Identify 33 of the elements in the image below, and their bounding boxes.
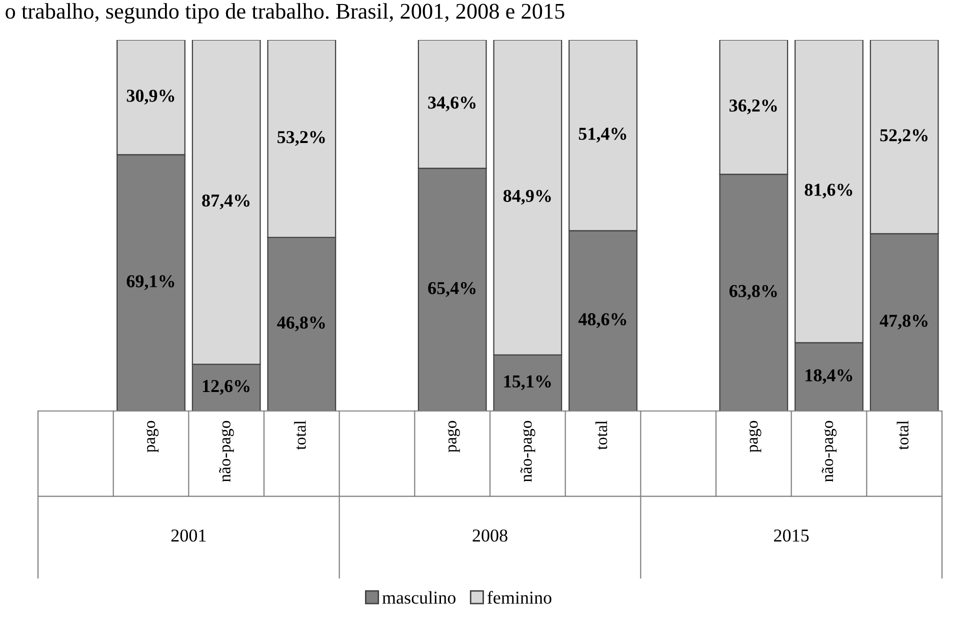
data-label: 69,1% bbox=[126, 275, 174, 290]
data-label: 51,4% bbox=[578, 128, 626, 142]
text: 2008 bbox=[472, 529, 508, 542]
data-label: 30,9% bbox=[126, 90, 174, 104]
x-tick-label: não-pago bbox=[219, 420, 234, 482]
data-label: 87,4% bbox=[202, 194, 250, 210]
data-label: 65,4% bbox=[428, 282, 476, 297]
x-tick-label: não-pago bbox=[520, 420, 536, 482]
x-tick-label: total bbox=[595, 420, 608, 450]
x-tick-label: não-pago bbox=[822, 420, 837, 482]
data-label: 52,2% bbox=[880, 129, 928, 144]
data-label: 46,8% bbox=[277, 316, 325, 332]
x-tick-label: pago bbox=[448, 420, 460, 452]
legend-label: feminino bbox=[487, 590, 552, 604]
x-tick-label: total bbox=[896, 420, 909, 450]
data-label: 84,9% bbox=[503, 190, 551, 205]
text: 2015 bbox=[774, 529, 809, 542]
text: 2001 bbox=[171, 529, 206, 542]
legend-label: masculino bbox=[382, 591, 456, 604]
data-label: 12,6% bbox=[202, 380, 250, 395]
data-label: 15,1% bbox=[504, 375, 551, 390]
data-label: 47,8% bbox=[880, 314, 928, 330]
chart-title: o trabalho, segundo tipo de trabalho. Brasil, 2001, 2008 e 2015 bbox=[6, 3, 564, 24]
data-label: 36,2% bbox=[730, 99, 777, 114]
x-tick-label: pago bbox=[146, 420, 159, 452]
data-label: 18,4% bbox=[806, 369, 852, 384]
data-label: 48,6% bbox=[578, 313, 626, 328]
x-tick-label: pago bbox=[749, 420, 762, 452]
x-tick-label: total bbox=[294, 420, 306, 450]
data-label: 53,2% bbox=[278, 131, 325, 146]
data-label: 34,6% bbox=[428, 96, 476, 112]
data-label: 63,8% bbox=[729, 284, 777, 300]
data-label: 81,6% bbox=[804, 184, 852, 199]
